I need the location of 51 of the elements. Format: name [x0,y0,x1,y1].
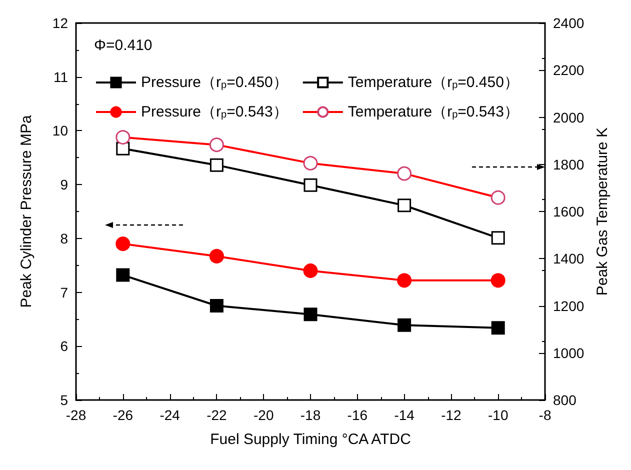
y-axis-title: Peak Cylinder Pressure MPa [18,114,35,308]
y-tick-label: 9 [60,176,68,193]
point [116,236,130,252]
y-tick-label: 8 [60,230,68,246]
point [116,142,130,156]
point [491,321,505,335]
point [304,178,318,192]
annotation: Φ=0.410 [94,37,152,54]
legend-label: Temperature（rp=0.450） [348,74,519,91]
x-tick-label: -24 [160,407,180,423]
x-tick-label: -26 [112,407,134,423]
x-tick-label: -20 [253,407,274,423]
point [398,318,412,332]
y-tick-label: 7 [60,284,68,300]
y2-tick-label: 2400 [553,15,584,31]
x-tick-label: -8 [538,407,552,423]
y2-tick-label: 2200 [553,62,584,78]
x-axis-title: Fuel Supply Timing °CA ATDC [210,431,412,448]
point [398,198,412,212]
x-tick-label: -22 [206,407,228,423]
point [491,231,505,245]
y2-tick-label: 1800 [553,156,584,172]
point [490,273,506,288]
point [209,248,224,264]
point [210,299,224,312]
point [210,158,224,172]
y2-axis-title: Peak Gas Temperature K [594,127,612,296]
y-tick-label: 6 [60,338,68,354]
legend-label: Pressure（rp=0.450） [141,74,288,91]
x-tick-label: -12 [441,407,462,423]
point [303,263,318,278]
y2-tick-label: 1200 [553,298,584,314]
point [116,268,130,282]
y2-tick-label: 2000 [553,109,584,126]
x-tick-label: -14 [394,407,415,423]
point [397,273,412,288]
legend-label: Pressure（rp=0.543） [141,104,288,120]
x-tick-label: -18 [300,407,321,423]
y2-tick-label: 1000 [553,344,584,361]
y-tick-label: 10 [52,122,68,139]
y2-tick-label: 1400 [553,250,584,267]
y2-tick-label: 1600 [553,204,584,220]
x-tick-label: -10 [488,407,508,423]
legend-label: Temperature（rp=0.543） [348,104,519,120]
point [304,308,318,322]
y2-tick-label: 800 [553,392,577,408]
y-tick-label: 12 [52,15,68,31]
y-tick-label: 11 [53,68,68,85]
x-tick-label: -28 [66,407,86,423]
x-tick-label: -16 [347,407,368,423]
y-tick-label: 5 [60,392,68,408]
